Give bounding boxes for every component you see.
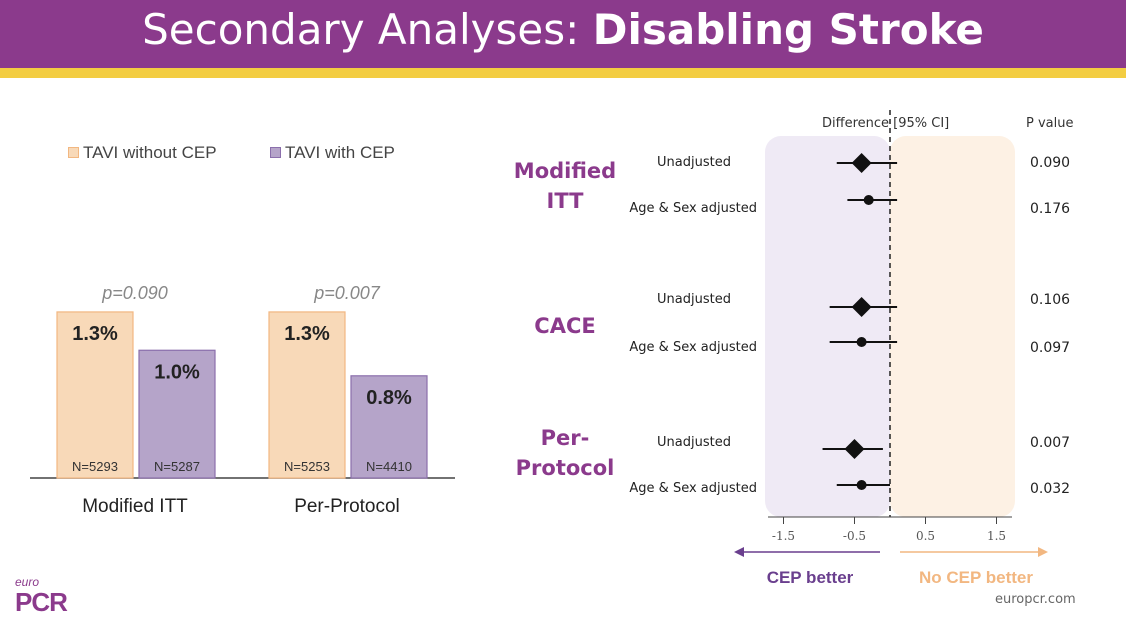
- bar-n-label: N=5293: [72, 459, 118, 474]
- category-label: Per-Protocol: [294, 496, 400, 517]
- bar-value-label: 1.3%: [72, 323, 118, 345]
- bar-value-label: 1.0%: [154, 361, 200, 383]
- bar: [56, 311, 134, 479]
- p-value: 0.106: [1030, 292, 1071, 308]
- forest-tick-label: 1.5: [987, 529, 1006, 543]
- row-label: Age & Sex adjusted: [629, 481, 757, 496]
- bar: [350, 375, 428, 479]
- forest-tick-label: -1.5: [772, 529, 795, 543]
- estimate-point: [856, 480, 867, 490]
- bar: [268, 311, 346, 479]
- group-label-per-protocol: Per- Protocol: [515, 426, 615, 480]
- bar-value-label: 1.3%: [284, 323, 330, 345]
- p-value: 0.032: [1030, 481, 1071, 497]
- bar-value-label: 0.8%: [366, 387, 412, 409]
- no-cep-better-panel: [890, 136, 1015, 517]
- pvalue-column-header: P value: [1026, 116, 1074, 131]
- legend-item-without-cep: TAVI without CEP: [68, 143, 217, 163]
- forest-column-header: Difference [95% CI]: [822, 116, 950, 131]
- p-value-annotation: p=0.090: [101, 283, 168, 303]
- p-value: 0.097: [1030, 340, 1071, 356]
- cep-better-panel: [765, 136, 890, 517]
- category-label: Modified ITT: [82, 496, 188, 517]
- bar: [138, 349, 216, 479]
- row-label: Age & Sex adjusted: [629, 201, 757, 216]
- legend-swatch-with-cep: [270, 146, 281, 158]
- legend-item-with-cep: TAVI with CEP: [270, 143, 395, 163]
- row-label: Unadjusted: [657, 155, 731, 170]
- no-cep-better-label: No CEP better: [919, 568, 1033, 587]
- legend-label-without-cep: TAVI without CEP: [83, 143, 217, 162]
- row-label: Age & Sex adjusted: [629, 340, 757, 355]
- group-label-cace: CACE: [534, 314, 596, 338]
- p-value: 0.090: [1030, 155, 1071, 171]
- p-value-annotation: p=0.007: [313, 283, 381, 303]
- forest-tick-label: 0.5: [916, 529, 935, 543]
- p-value: 0.007: [1030, 435, 1071, 451]
- p-value: 0.176: [1030, 201, 1071, 217]
- cep-better-label: CEP better: [767, 568, 854, 587]
- title-regular: Secondary Analyses:: [142, 5, 593, 54]
- bar-n-label: N=4410: [366, 459, 412, 474]
- bar-n-label: N=5287: [154, 459, 200, 474]
- cep-better-arrow-head: [734, 547, 744, 557]
- row-label: Unadjusted: [657, 292, 731, 307]
- footer-site: europcr.com: [995, 592, 1076, 607]
- europcr-logo: euro PCR: [15, 575, 68, 617]
- header-stripe: [0, 68, 1126, 78]
- header-bar: [0, 0, 1126, 68]
- forest-tick-label: -0.5: [843, 529, 866, 543]
- group-label-modified-itt: Modified ITT: [513, 159, 617, 213]
- estimate-diamond: [844, 439, 865, 459]
- bar-n-label: N=5253: [284, 459, 330, 474]
- no-cep-better-arrow-head: [1038, 547, 1048, 557]
- page-title: Secondary Analyses: Disabling Stroke: [0, 4, 1126, 56]
- legend-label-with-cep: TAVI with CEP: [285, 143, 395, 162]
- title-bold: Disabling Stroke: [592, 5, 984, 54]
- estimate-diamond: [851, 153, 872, 173]
- estimate-point: [863, 195, 874, 205]
- estimate-diamond: [851, 297, 872, 317]
- estimate-point: [856, 337, 867, 347]
- legend-swatch-without-cep: [68, 146, 79, 158]
- row-label: Unadjusted: [657, 435, 731, 450]
